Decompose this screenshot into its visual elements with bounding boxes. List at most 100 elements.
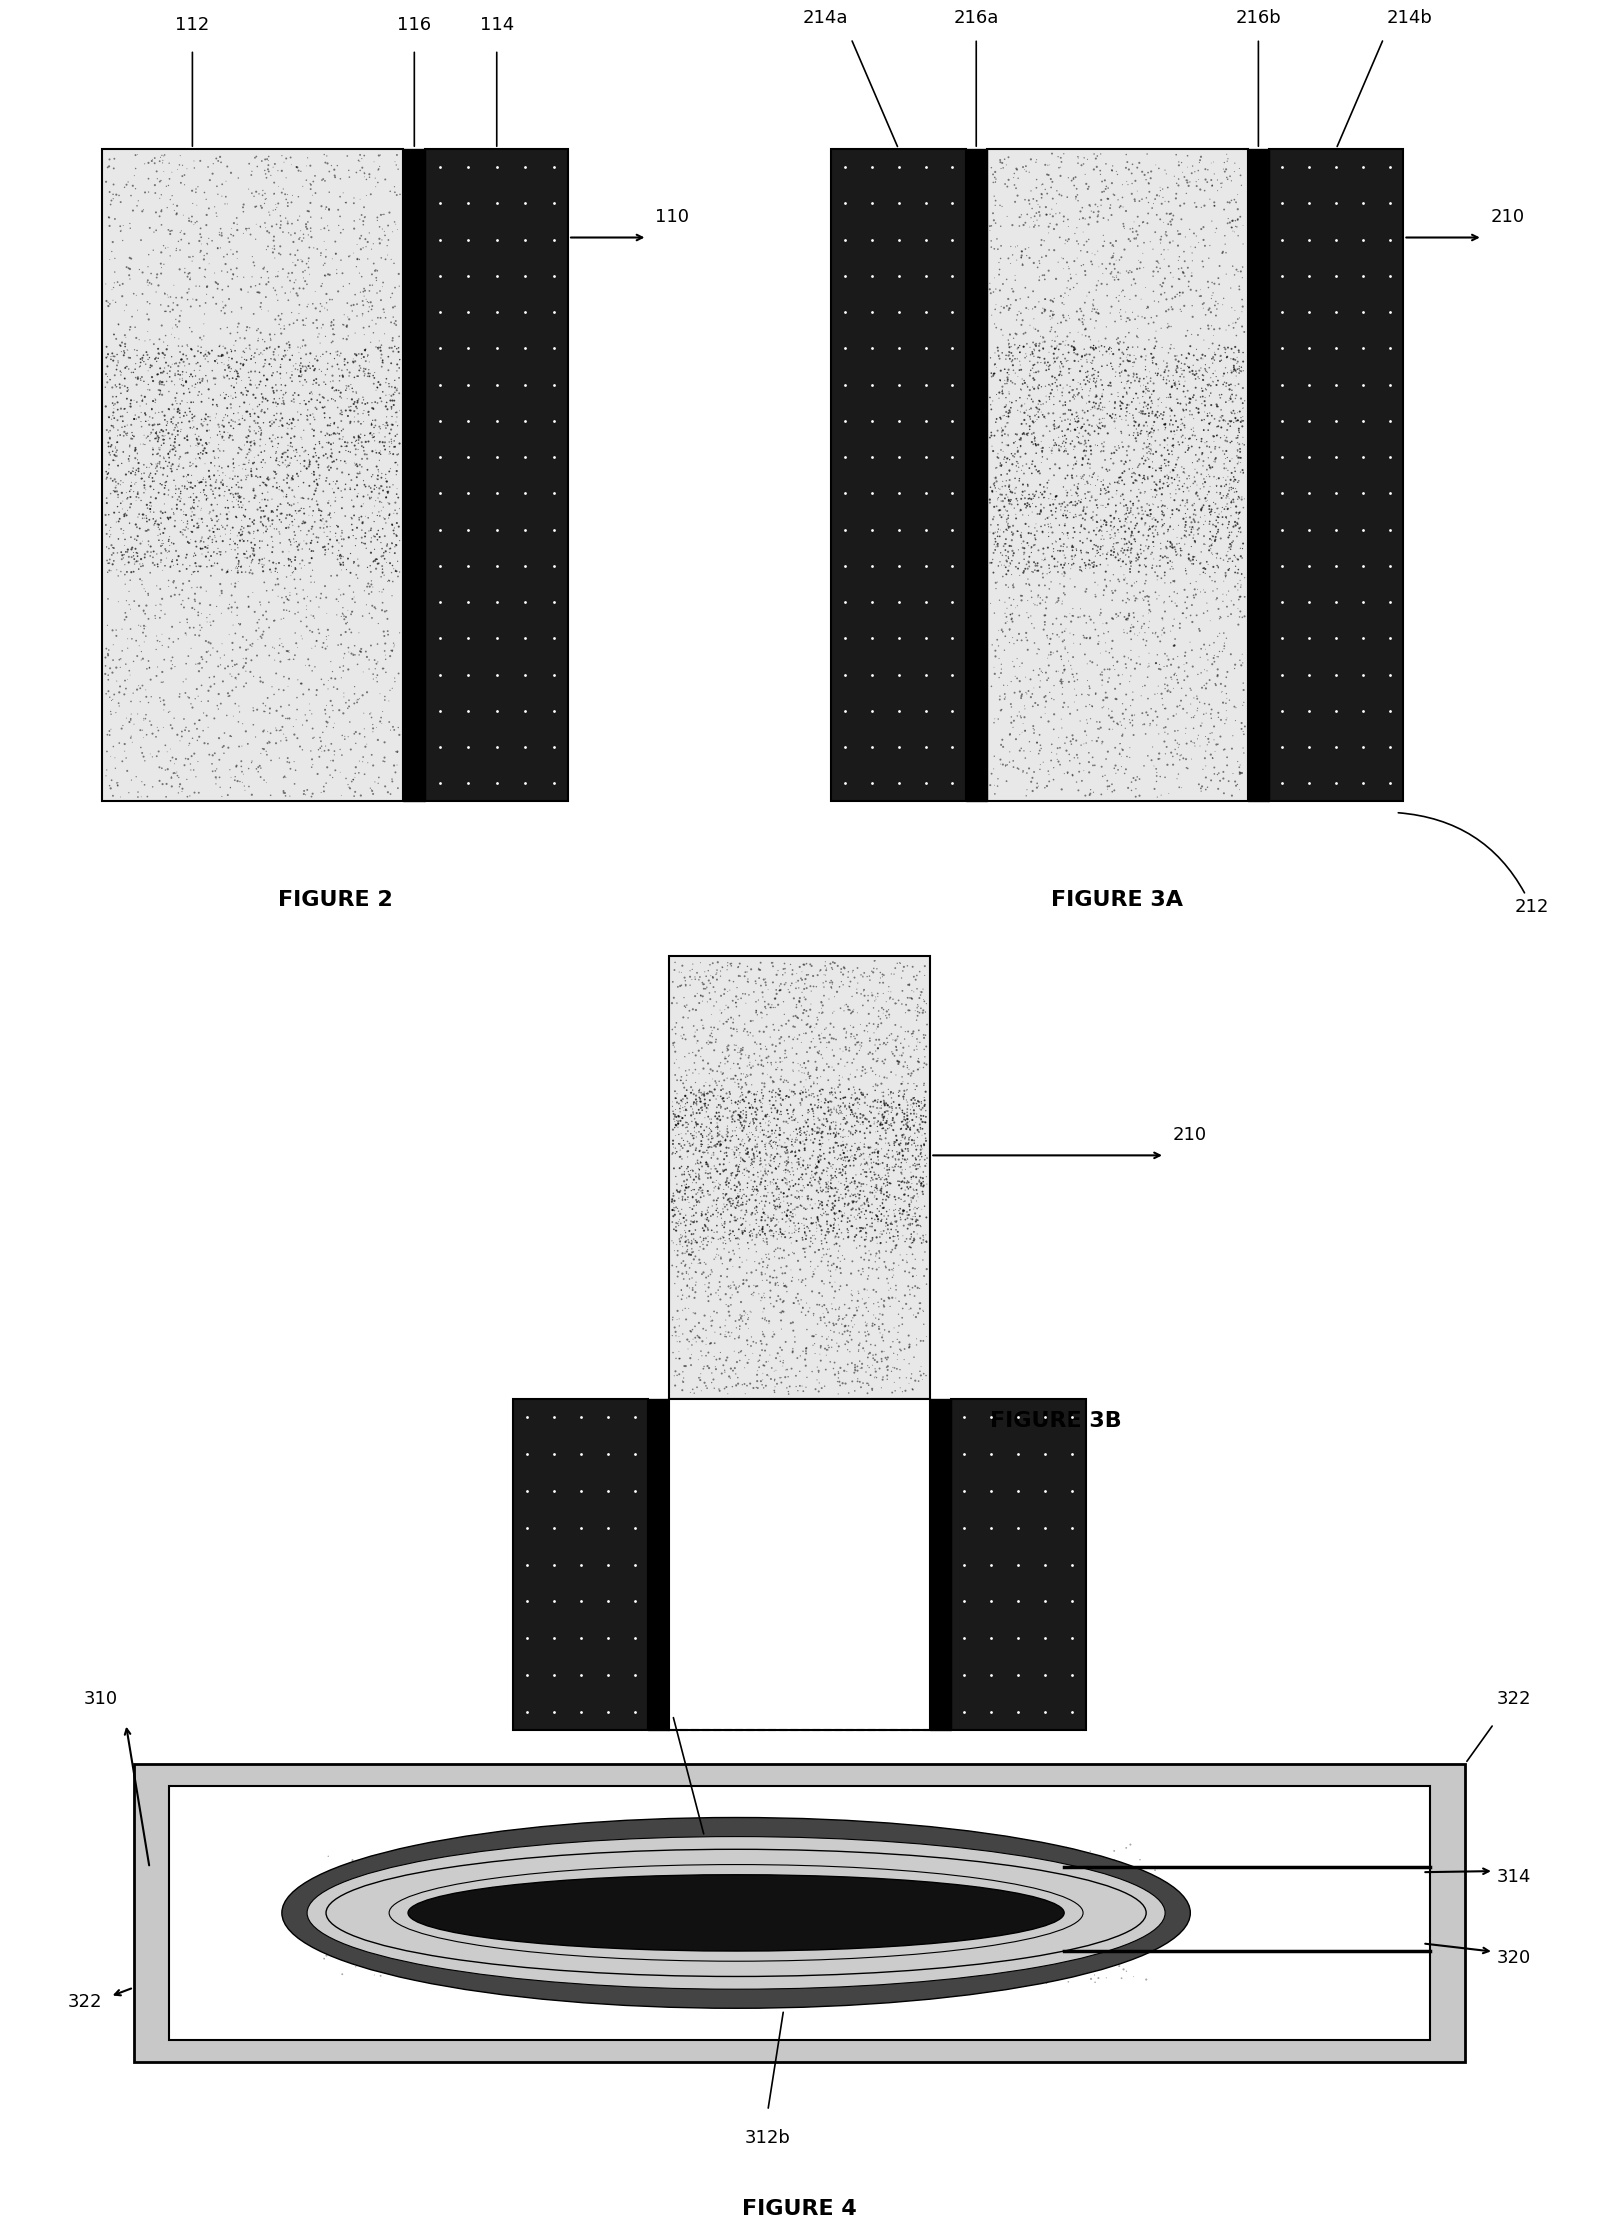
Point [847,1113,873,1149]
Point [1076,221,1102,257]
Point [761,1086,787,1122]
Point [374,228,400,264]
Point [249,177,275,212]
Point [224,235,249,270]
Point [720,1086,745,1122]
Point [915,1252,940,1287]
Point [889,1059,915,1095]
Point [379,507,405,543]
Point [323,581,349,617]
Point [673,1214,699,1249]
Point [889,1301,915,1337]
Point [732,1109,758,1144]
Point [123,431,149,467]
Point [419,1949,445,1985]
Point [157,212,182,248]
Point [795,1167,820,1202]
Point [796,957,822,992]
Point [163,230,189,266]
Point [996,322,1022,358]
Point [899,1039,924,1075]
Point [788,1086,814,1122]
Point [1199,536,1225,572]
Point [886,1142,911,1178]
Point [911,1080,937,1115]
Point [884,1122,910,1158]
Point [342,637,368,673]
Point [828,1155,854,1191]
Point [1025,514,1051,550]
Point [259,519,285,554]
Point [793,1218,819,1254]
Point [1113,1953,1138,1989]
Point [139,740,165,776]
Point [684,1144,710,1180]
Point [726,1182,752,1218]
Point [903,1088,929,1124]
Point [910,1153,935,1189]
Point [1015,183,1041,219]
Point [177,465,203,501]
Point [313,413,339,449]
Point [772,1082,798,1118]
Point [1051,349,1076,384]
Point [688,1082,713,1118]
Point [814,950,839,986]
Point [189,492,214,527]
Point [288,355,313,391]
Point [1073,156,1099,192]
Point [1210,286,1236,322]
Point [996,282,1022,317]
Point [249,380,275,416]
Point [1062,664,1087,700]
Point [224,353,249,389]
Point [301,353,326,389]
Point [1097,516,1122,552]
Point [819,1330,844,1366]
Point [361,472,387,507]
Point [301,599,326,635]
Point [1212,226,1238,261]
Ellipse shape [408,1875,1065,1951]
Point [999,523,1025,559]
Point [289,532,315,568]
Point [895,1126,921,1162]
Point [107,780,133,816]
Point [277,306,302,342]
Point [1148,532,1174,568]
Point [1138,436,1164,472]
Point [780,1030,806,1066]
Point [987,340,1012,375]
Point [1175,474,1201,510]
Point [878,1234,903,1269]
Point [1138,391,1164,427]
Point [1051,624,1076,659]
Point [1210,478,1236,514]
Point [779,1860,804,1895]
Point [150,440,176,476]
Point [411,1842,437,1877]
Point [169,329,195,364]
Point [107,268,133,304]
Point [662,1193,688,1229]
Point [1204,726,1230,762]
Point [665,1109,691,1144]
Point [336,371,361,407]
Point [847,1138,873,1173]
Point [123,483,149,519]
Point [240,445,265,481]
Point [1055,224,1081,259]
Point [723,1158,748,1193]
Point [315,1873,341,1909]
Point [863,1301,889,1337]
Point [852,1055,878,1091]
Point [774,1147,800,1182]
Point [381,429,406,465]
Point [141,463,166,498]
Point [659,1319,684,1354]
Point [804,1361,830,1397]
Point [1020,760,1046,796]
Point [161,429,187,465]
Point [241,514,267,550]
Point [809,1015,835,1050]
